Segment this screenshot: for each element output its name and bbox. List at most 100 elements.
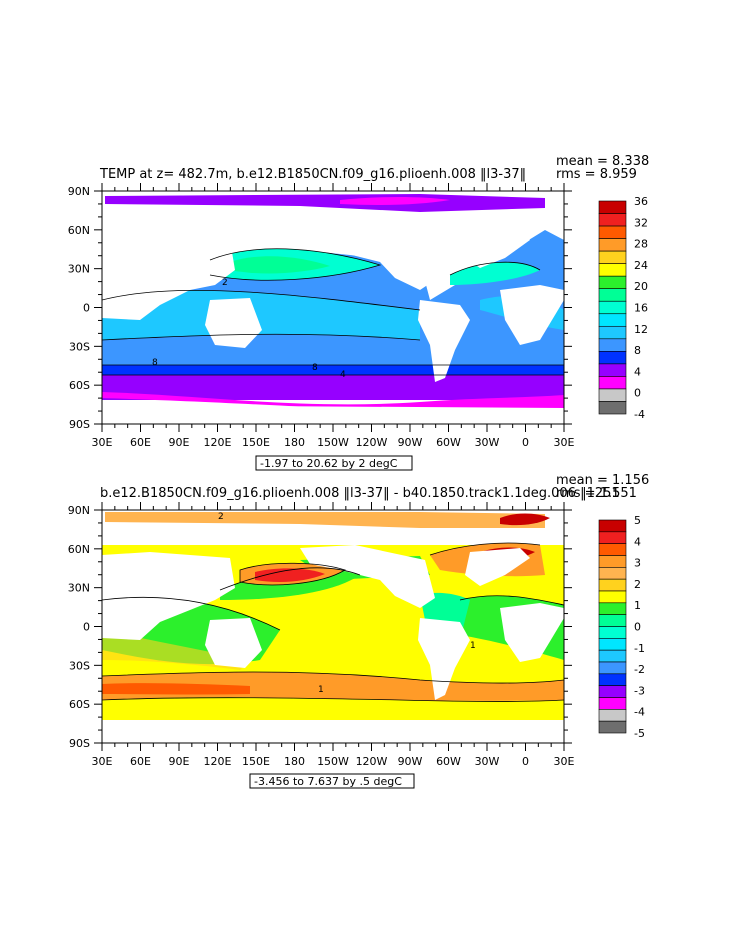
panel-2-mean: mean = 1.156 xyxy=(556,473,649,488)
colorbar-swatch xyxy=(598,531,627,544)
colorbar-swatch xyxy=(598,614,627,627)
colorbar-label: -3 xyxy=(634,684,645,697)
colorbar-label: 0 xyxy=(634,387,641,400)
colorbar-label: 0 xyxy=(634,621,641,634)
colorbar-label: -5 xyxy=(634,727,645,740)
colorbar-label: -1 xyxy=(634,642,645,655)
colorbar-swatch xyxy=(598,275,627,290)
panel-1-rms: rms = 8.959 xyxy=(556,167,637,182)
panel-1-colorbar: 36 32 28 24 20 16 12 8 4 0 -4 xyxy=(598,195,648,421)
x-tick-label: 30E xyxy=(92,436,113,449)
y-tick-label: 60N xyxy=(68,543,90,556)
x-tick-label: 150W xyxy=(317,755,349,768)
colorbar-swatch xyxy=(598,238,627,252)
colorbar-label: 3 xyxy=(634,557,641,570)
colorbar-swatch xyxy=(598,685,627,698)
x-tick-label: 60E xyxy=(130,755,151,768)
colorbar-swatch xyxy=(598,263,627,277)
x-tick-label: 30E xyxy=(554,755,575,768)
panel-1-map xyxy=(102,191,564,424)
colorbar-swatch xyxy=(598,543,627,556)
y-tick-label: 30S xyxy=(69,340,90,353)
x-tick-label: 120W xyxy=(356,436,388,449)
colorbar-swatch xyxy=(598,338,627,352)
x-tick-label: 30W xyxy=(475,436,500,449)
panel-1-contour-label-4: 4 xyxy=(340,370,346,380)
colorbar-label: 4 xyxy=(634,535,641,548)
colorbar-label: 20 xyxy=(634,280,648,293)
colorbar-swatch xyxy=(598,555,627,568)
x-tick-label: 150E xyxy=(242,436,270,449)
colorbar-swatch xyxy=(598,720,627,734)
y-tick-label: 90S xyxy=(69,737,90,750)
panel-1-title: TEMP at z= 482.7m, b.e12.B1850CN.f09_g16… xyxy=(99,167,526,182)
x-tick-label: 0 xyxy=(522,436,529,449)
colorbar-swatch xyxy=(598,638,627,651)
x-tick-label: 180 xyxy=(284,755,305,768)
colorbar-swatch xyxy=(598,709,627,722)
colorbar-label: 4 xyxy=(634,365,641,378)
panel-1: TEMP at z= 482.7m, b.e12.B1850CN.f09_g16… xyxy=(68,154,649,471)
panel-2-contour-label-1a: 1 xyxy=(318,685,324,695)
y-tick-label: 30S xyxy=(69,659,90,672)
panel-2-map xyxy=(102,510,564,743)
x-tick-label: 120W xyxy=(356,755,388,768)
colorbar-swatch xyxy=(598,590,627,604)
panel-1-contour-label-8a: 8 xyxy=(152,358,158,368)
colorbar-swatch xyxy=(598,250,627,264)
colorbar-swatch xyxy=(598,626,627,639)
colorbar-swatch xyxy=(598,351,627,365)
colorbar-swatch xyxy=(598,673,627,686)
panel-1-mean: mean = 8.338 xyxy=(556,154,649,169)
colorbar-swatch xyxy=(598,200,627,214)
colorbar-swatch xyxy=(598,649,627,663)
colorbar-swatch xyxy=(598,288,627,302)
x-tick-label: 30E xyxy=(554,436,575,449)
colorbar-label: 28 xyxy=(634,238,648,251)
panel-2-subtitle: -3.456 to 7.637 by .5 degC xyxy=(254,775,402,788)
colorbar-label: 16 xyxy=(634,302,648,315)
colorbar-label: 8 xyxy=(634,344,641,357)
colorbar-swatch xyxy=(598,578,627,592)
colorbar-swatch xyxy=(598,567,627,580)
panel-1-contour-label-2: 2 xyxy=(222,278,228,288)
colorbar-swatch xyxy=(598,602,627,615)
panel-2-title: b.e12.B1850CN.f09_g16.plioenh.008 ‖l3-37… xyxy=(100,486,620,501)
colorbar-label: 32 xyxy=(634,216,648,229)
x-tick-label: 90W xyxy=(398,436,423,449)
x-tick-label: 180 xyxy=(284,436,305,449)
colorbar-swatch xyxy=(598,401,627,415)
x-tick-label: 90W xyxy=(398,755,423,768)
y-tick-label: 0 xyxy=(83,302,90,315)
panel-2: b.e12.B1850CN.f09_g16.plioenh.008 ‖l3-37… xyxy=(68,473,649,789)
y-tick-label: 60S xyxy=(69,698,90,711)
colorbar-label: -4 xyxy=(634,408,645,421)
x-tick-label: 90E xyxy=(169,755,190,768)
colorbar-swatch xyxy=(598,376,627,390)
y-tick-label: 60S xyxy=(69,379,90,392)
x-tick-label: 60E xyxy=(130,436,151,449)
colorbar-label: -2 xyxy=(634,663,645,676)
y-tick-label: 30N xyxy=(68,263,90,276)
x-tick-label: 60W xyxy=(436,436,461,449)
colorbar-swatch xyxy=(598,363,627,377)
panel-2-colorbar: 5 4 3 2 1 0 -1 -2 -3 -4 -5 xyxy=(598,514,645,740)
x-tick-label: 120E xyxy=(204,436,232,449)
colorbar-swatch xyxy=(598,225,627,239)
x-tick-label: 30E xyxy=(92,755,113,768)
colorbar-swatch xyxy=(598,300,627,315)
colorbar-label: 12 xyxy=(634,323,648,336)
panel-2-rms: rms = 1.551 xyxy=(556,486,637,501)
y-tick-label: 90S xyxy=(69,418,90,431)
x-tick-label: 150E xyxy=(242,755,270,768)
x-tick-label: 30W xyxy=(475,755,500,768)
colorbar-swatch xyxy=(598,697,627,710)
colorbar-label: 1 xyxy=(634,599,641,612)
y-tick-label: 90N xyxy=(68,185,90,198)
panel-2-contour-label-1b: 1 xyxy=(470,641,476,651)
colorbar-label: -4 xyxy=(634,706,645,719)
y-tick-label: 30N xyxy=(68,582,90,595)
x-tick-label: 120E xyxy=(204,755,232,768)
colorbar-swatch xyxy=(598,213,627,227)
